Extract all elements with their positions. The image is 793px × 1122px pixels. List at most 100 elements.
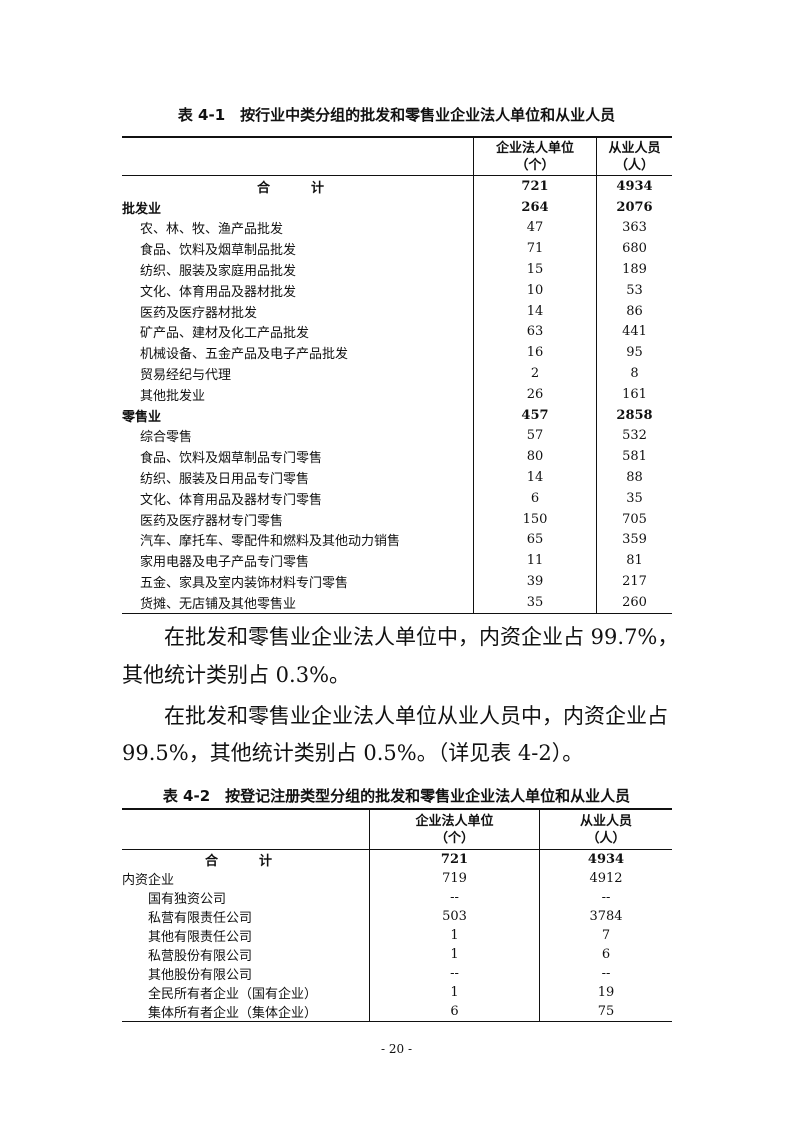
row-label: 合 计 [256,180,338,196]
table-row: 食品、饮料及烟草制品专门零售 80 581 [122,446,672,468]
header-units-unit: （个） [434,830,474,846]
employees-cell: 7 [539,926,672,945]
table-row: 合 计 721 4934 [122,849,672,869]
table-row: 医药及医疗器材专门零售 150 705 [122,508,672,530]
employees-cell: 81 [596,550,672,572]
units-cell: 1 [369,926,540,945]
units-cell: 503 [369,907,540,926]
employees-cell: 680 [596,238,672,260]
table2: 企业法人单位 （个） 从业人员 （人） 合 计 721 4934 内资企业 719 4912 国… [122,808,672,1022]
employees-cell: 441 [596,321,672,343]
table-row: 医药及医疗器材批发 14 86 [122,300,672,322]
employees-cell: 260 [596,591,672,614]
employees-cell: 6 [539,945,672,964]
paragraph-line: 其他统计类别占 0.3%。 [122,663,351,687]
row-label: 其他有限责任公司 [148,930,253,945]
employees-cell: -- [539,964,672,983]
table-row: 私营有限责任公司 503 3784 [122,907,672,926]
table-row: 五金、家具及室内装饰材料专门零售 39 217 [122,571,672,592]
units-cell: 2 [473,363,597,384]
employees-cell: -- [539,888,672,907]
units-cell: 721 [369,849,540,869]
table2-header: 企业法人单位 （个） 从业人员 （人） [122,809,672,850]
row-label: 食品、饮料及烟草制品专门零售 [140,451,323,467]
table-row: 其他批发业 26 161 [122,383,672,405]
employees-cell: 19 [539,983,672,1002]
units-cell: 47 [473,217,597,239]
row-label: 医药及医疗器材批发 [140,305,258,321]
row-label: 国有独资公司 [148,892,227,907]
table-row: 国有独资公司 -- -- [122,888,672,907]
table1: 企业法人单位 （个） 从业人员 （人） 合 计 721 4934 批发业 264 2076 农、… [122,136,672,614]
row-label: 文化、体育用品及器材专门零售 [140,492,323,508]
row-label: 五金、家具及室内装饰材料专门零售 [140,576,349,592]
row-label: 集体所有者企业（集体企业） [148,1006,318,1021]
units-cell: 80 [473,446,597,468]
table-row: 食品、饮料及烟草制品批发 71 680 [122,238,672,260]
row-label: 文化、体育用品及器材批发 [140,284,297,300]
employees-cell: 2858 [596,404,672,426]
row-label: 纺织、服装及日用品专门零售 [140,472,310,488]
units-cell: 10 [473,279,597,301]
table-row: 全民所有者企业（国有企业） 1 19 [122,983,672,1002]
row-label: 农、林、牧、渔产品批发 [140,222,284,238]
employees-cell: 4912 [539,869,672,888]
units-cell: 14 [473,300,597,322]
table-row: 机械设备、五金产品及电子产品批发 16 95 [122,342,672,364]
table-row: 货摊、无店铺及其他零售业 35 260 [122,591,672,614]
units-cell: 719 [369,869,540,888]
table2-title: 表 4-2 按登记注册类型分组的批发和零售业企业法人单位和从业人员 [162,787,631,805]
table1-title: 表 4-1 按行业中类分组的批发和零售业企业法人单位和从业人员 [177,106,616,124]
units-cell: 16 [473,342,597,364]
employees-cell: 705 [596,508,672,530]
units-cell: 264 [473,196,597,218]
employees-cell: 88 [596,467,672,488]
employees-cell: 95 [596,342,672,364]
table-row: 集体所有者企业（集体企业） 6 75 [122,1002,672,1022]
units-cell: 14 [473,467,597,488]
table-row: 纺织、服装及日用品专门零售 14 88 [122,467,672,488]
units-cell: -- [369,964,540,983]
table-row: 矿产品、建材及化工产品批发 63 441 [122,321,672,343]
table-row: 汽车、摩托车、零配件和燃料及其他动力销售 65 359 [122,529,672,551]
header-employees: 从业人员 （人） [539,809,672,850]
employees-cell: 8 [596,363,672,384]
row-label: 批发业 [122,201,162,217]
employees-cell: 4934 [539,849,672,869]
units-cell: 150 [473,508,597,530]
employees-cell: 161 [596,383,672,405]
header-employees-label: 从业人员 [608,140,661,156]
header-employees-unit: （人） [614,157,654,173]
row-label: 矿产品、建材及化工产品批发 [140,326,310,342]
table-row: 贸易经纪与代理 2 8 [122,363,672,384]
units-cell: 6 [369,1002,540,1022]
page-number: - 20 - [380,1042,412,1056]
employees-cell: 75 [539,1002,672,1022]
units-cell: 11 [473,550,597,572]
table-row: 文化、体育用品及器材专门零售 6 35 [122,487,672,509]
table-row: 合 计 721 4934 [122,175,672,197]
table-row: 批发业 264 2076 [122,196,672,218]
header-employees-label: 从业人员 [579,813,632,829]
table-row: 文化、体育用品及器材批发 10 53 [122,279,672,301]
table-row: 其他股份有限公司 -- -- [122,964,672,983]
employees-cell: 2076 [596,196,672,218]
table-row: 其他有限责任公司 1 7 [122,926,672,945]
header-employees-unit: （人） [586,830,626,846]
units-cell: 1 [369,945,540,964]
header-units: 企业法人单位 （个） [369,809,540,850]
row-label: 货摊、无店铺及其他零售业 [140,596,297,612]
employees-cell: 3784 [539,907,672,926]
table-row: 农、林、牧、渔产品批发 47 363 [122,217,672,239]
table1-header: 企业法人单位 （个） 从业人员 （人） [122,137,672,176]
units-cell: 35 [473,591,597,614]
header-employees: 从业人员 （人） [596,137,672,176]
table-row: 家用电器及电子产品专门零售 11 81 [122,550,672,572]
header-blank [122,809,370,850]
employees-cell: 359 [596,529,672,551]
row-label: 综合零售 [140,430,193,446]
row-label: 合 计 [204,854,286,869]
employees-cell: 86 [596,300,672,322]
units-cell: 15 [473,259,597,280]
units-cell: 26 [473,383,597,405]
